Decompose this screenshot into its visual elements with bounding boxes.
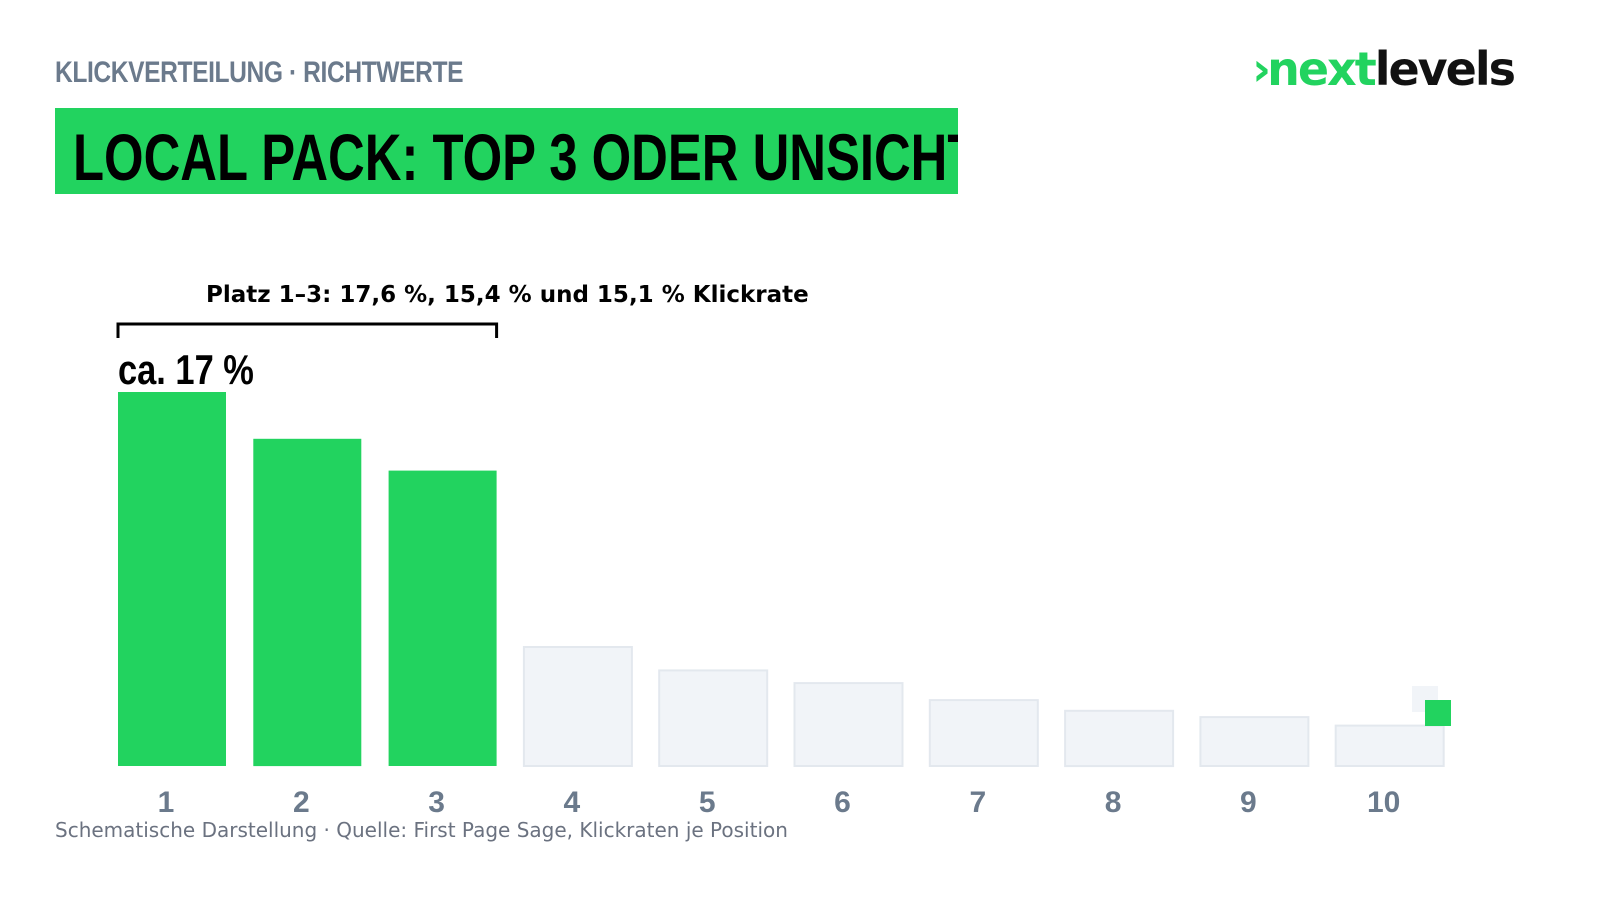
top3-bracket xyxy=(116,322,499,338)
bar-position-7 xyxy=(928,699,1039,767)
x-tick-9: 9 xyxy=(1240,786,1257,819)
bar-position-3 xyxy=(388,470,497,766)
title-band: LOCAL PACK: TOP 3 ODER UNSICHTBAR xyxy=(55,108,958,194)
chart-title: LOCAL PACK: TOP 3 ODER UNSICHTBAR xyxy=(73,120,958,194)
x-tick-6: 6 xyxy=(834,786,851,819)
logo-arrow-icon: › xyxy=(1252,42,1271,96)
x-tick-1: 1 xyxy=(158,786,175,819)
x-tick-labels: 1 2 3 4 5 6 7 8 9 10 xyxy=(158,786,1401,819)
top-value-label: ca. 17 % xyxy=(118,347,254,394)
logo-levels: levels xyxy=(1374,42,1516,96)
bar-position-8 xyxy=(1064,709,1175,768)
bar-position-2 xyxy=(253,438,362,767)
brand-logo: ›nextlevels xyxy=(1252,42,1516,96)
x-tick-2: 2 xyxy=(293,786,310,819)
bar-position-10 xyxy=(1334,724,1445,767)
bar-position-1 xyxy=(118,392,226,766)
bars-group xyxy=(118,392,1445,768)
chart-kicker: KLICKVERTEILUNG · RICHTWERTE xyxy=(55,56,464,89)
bar-position-4 xyxy=(522,646,633,767)
x-tick-8: 8 xyxy=(1105,786,1122,819)
x-tick-7: 7 xyxy=(969,786,986,819)
decorative-square-front xyxy=(1425,700,1451,726)
bracket-label: Platz 1–3: 17,6 %, 15,4 % und 15,1 % Kli… xyxy=(206,282,809,308)
bar-position-9 xyxy=(1199,716,1310,767)
x-tick-3: 3 xyxy=(428,786,445,819)
x-tick-5: 5 xyxy=(699,786,716,819)
bar-position-6 xyxy=(793,682,904,767)
logo-next: next xyxy=(1267,42,1377,96)
x-tick-10: 10 xyxy=(1367,786,1400,819)
source-note: Schematische Darstellung · Quelle: First… xyxy=(55,818,788,842)
bar-position-5 xyxy=(658,669,769,768)
x-tick-4: 4 xyxy=(564,786,581,819)
